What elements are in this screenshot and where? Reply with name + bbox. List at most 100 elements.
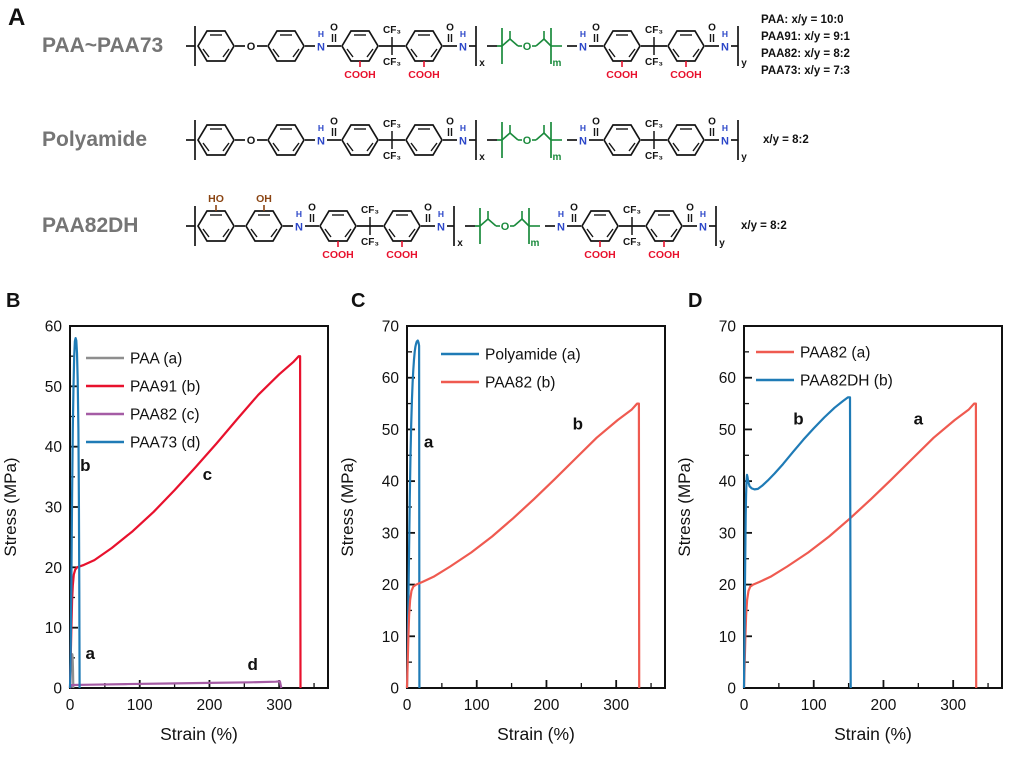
cf3-label: CF₃ <box>645 151 663 162</box>
amide-h-label: H <box>318 123 324 133</box>
aromatic-bond <box>608 48 616 58</box>
x-tick-label: 200 <box>871 697 897 714</box>
curve-paa91-b- <box>68 355 302 689</box>
amide-n-label: N <box>699 222 707 234</box>
amide-n-label: N <box>579 136 587 148</box>
repeat-subscript: x <box>479 58 485 69</box>
composition-key: PAA: x/y = 10:0 PAA91: x/y = 9:1 PAA82: … <box>761 12 850 81</box>
y-tick-label: 40 <box>382 474 400 491</box>
amide-n-label: N <box>437 222 445 234</box>
curve-paa82-c- <box>69 680 283 689</box>
composition-key-line: PAA: x/y = 10:0 <box>761 13 844 26</box>
aromatic-bond <box>202 228 210 238</box>
structure-drawing-paa-paa73: OHNOCOOHCF₃CF₃COOHOHNxOmHNOCOOHCF₃CF₃COO… <box>186 23 747 81</box>
amide-n-label: N <box>459 42 467 54</box>
legend-label: PAA82 (b) <box>485 375 555 392</box>
cooh-label: COOH <box>386 249 418 261</box>
amide-n-label: N <box>557 222 565 234</box>
carbonyl-o-label: O <box>570 203 578 214</box>
amide-n-label: N <box>579 42 587 54</box>
legend-label: Polyamide (a) <box>485 347 581 364</box>
benzene-ring <box>197 210 235 242</box>
x-axis-title: Strain (%) <box>160 724 238 744</box>
aromatic-bond <box>324 228 332 238</box>
x-tick-label: 0 <box>66 697 75 714</box>
y-tick-label: 20 <box>45 560 63 577</box>
cooh-label: COOH <box>670 69 702 81</box>
cf3-label: CF₃ <box>383 57 401 68</box>
curve-paa82-a- <box>742 402 978 689</box>
composition-key-line: PAA82: x/y = 8:2 <box>761 48 850 60</box>
benzene-ring <box>667 124 705 156</box>
peg-bond <box>509 132 519 141</box>
ether-oxygen-label: O <box>247 41 256 53</box>
y-tick-label: 0 <box>390 681 399 698</box>
aromatic-bond <box>410 142 418 152</box>
x-tick-label: 200 <box>197 697 223 714</box>
amide-h-label: H <box>722 29 728 39</box>
y-tick-label: 70 <box>719 319 737 336</box>
ratio-label-paa82dh: x/y = 8:2 <box>741 220 787 232</box>
cooh-label: COOH <box>322 249 354 261</box>
repeat-subscript: y <box>741 58 747 69</box>
aromatic-bond <box>670 228 678 238</box>
aromatic-bond <box>346 48 354 58</box>
polymer-name-polyamide: Polyamide <box>42 128 148 151</box>
chart-panel-b: B 0 10 20 30 40 50 60 0 100 200 300 Stress (MPa) Str… <box>0 290 337 758</box>
amide-h-label: H <box>318 29 324 39</box>
benzene-ring <box>341 124 379 156</box>
polymer-name-paa82dh: PAA82DH <box>42 214 139 237</box>
amide-h-label: H <box>580 123 586 133</box>
polymer-name-paa-paa73: PAA~PAA73 <box>42 34 164 57</box>
aromatic-bond <box>292 48 300 58</box>
x-tick-label: 300 <box>940 697 966 714</box>
amide-h-label: H <box>296 209 302 219</box>
cooh-label: COOH <box>344 69 376 81</box>
cooh-label: COOH <box>408 69 440 81</box>
plot-frame <box>743 325 1003 689</box>
peg-bond <box>535 38 545 47</box>
legend-label: PAA82 (c) <box>130 407 200 424</box>
peg-bond <box>543 38 552 47</box>
cf3-label: CF₃ <box>645 25 663 36</box>
composition-key-line: PAA73: x/y = 7:3 <box>761 65 850 78</box>
benzene-ring <box>383 210 421 242</box>
peg-oxygen-label: O <box>501 221 510 233</box>
benzene-ring <box>667 30 705 62</box>
amide-n-label: N <box>721 136 729 148</box>
aromatic-bond <box>222 228 230 238</box>
cf3-label: CF₃ <box>623 237 641 248</box>
carbonyl-o-label: O <box>592 117 600 128</box>
cf3-label: CF₃ <box>383 151 401 162</box>
legend-label: PAA82 (a) <box>800 345 870 362</box>
amide-h-label: H <box>580 29 586 39</box>
carbonyl-o-label: O <box>308 203 316 214</box>
benzene-ring <box>197 30 235 62</box>
carbonyl-o-label: O <box>708 117 716 128</box>
amide-n-label: N <box>317 42 325 54</box>
amide-h-label: H <box>558 209 564 219</box>
amide-n-label: N <box>459 136 467 148</box>
y-tick-label: 60 <box>719 370 737 387</box>
panel-a-label: A <box>8 4 26 31</box>
y-tick-label: 20 <box>382 577 400 594</box>
aromatic-bond <box>430 48 438 58</box>
y-tick-label: 0 <box>53 681 62 698</box>
peg-bond <box>501 38 511 47</box>
carbonyl-o-label: O <box>592 23 600 34</box>
benzene-ring <box>603 30 641 62</box>
x-axis-title: Strain (%) <box>497 724 575 744</box>
legend-label: PAA82DH (b) <box>800 373 893 390</box>
aromatic-bond <box>272 48 280 58</box>
benzene-ring <box>645 210 683 242</box>
benzene-ring <box>581 210 619 242</box>
x-tick-label: 100 <box>127 697 153 714</box>
y-tick-label: 30 <box>719 525 737 542</box>
curve-paa73-d- <box>68 336 81 689</box>
annotation-letter-a: a <box>914 409 924 428</box>
aromatic-bond <box>692 142 700 152</box>
